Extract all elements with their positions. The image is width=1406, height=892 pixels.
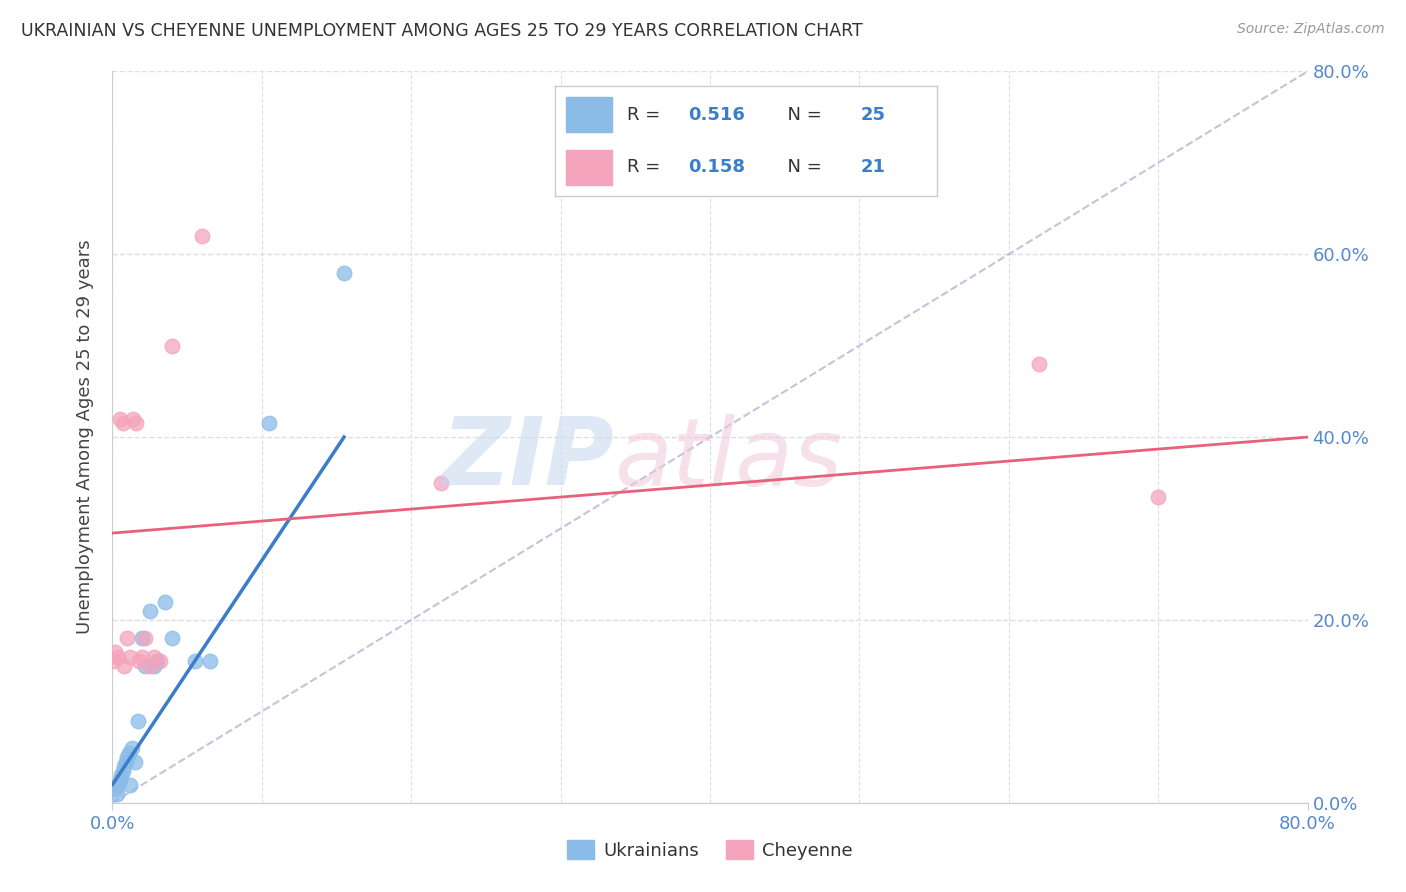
Point [127,714,149,728]
Point [125,417,148,431]
Point [117,632,139,646]
Point [139,604,162,618]
Point [153,594,176,608]
Point [103,654,125,668]
Point [124,755,146,769]
Point [117,750,139,764]
Point [104,645,127,659]
Point [131,649,153,664]
Point [134,658,156,673]
Point [1147,490,1170,504]
Point [107,778,129,792]
Point [198,654,221,668]
Point [115,755,138,769]
Y-axis label: Unemployment Among Ages 25 to 29 years: Unemployment Among Ages 25 to 29 years [76,240,94,634]
Point [162,632,183,646]
Point [120,649,142,664]
Point [143,649,166,664]
Point [110,768,132,782]
Text: atlas: atlas [614,414,842,505]
Point [107,649,129,664]
Point [108,412,131,426]
Point [118,746,141,760]
Text: ZIP: ZIP [441,413,614,505]
Point [108,772,131,787]
Point [131,632,153,646]
Point [111,764,134,778]
Point [430,475,453,490]
Point [162,338,183,352]
Point [134,632,156,646]
Point [1028,357,1050,371]
Point [105,787,128,801]
Legend: Ukrainians, Cheyenne: Ukrainians, Cheyenne [560,833,860,867]
Point [191,229,214,244]
Point [259,417,281,431]
Point [333,266,356,280]
Point [139,658,162,673]
Point [146,654,169,668]
Point [149,654,172,668]
Point [111,417,134,431]
Point [121,740,143,755]
Point [120,778,142,792]
Point [122,412,145,426]
Text: Source: ZipAtlas.com: Source: ZipAtlas.com [1237,22,1385,37]
Point [104,782,127,797]
Point [128,654,150,668]
Point [143,658,166,673]
Text: UKRAINIAN VS CHEYENNE UNEMPLOYMENT AMONG AGES 25 TO 29 YEARS CORRELATION CHART: UKRAINIAN VS CHEYENNE UNEMPLOYMENT AMONG… [21,22,863,40]
Point [114,759,135,773]
Point [114,658,135,673]
Point [183,654,205,668]
